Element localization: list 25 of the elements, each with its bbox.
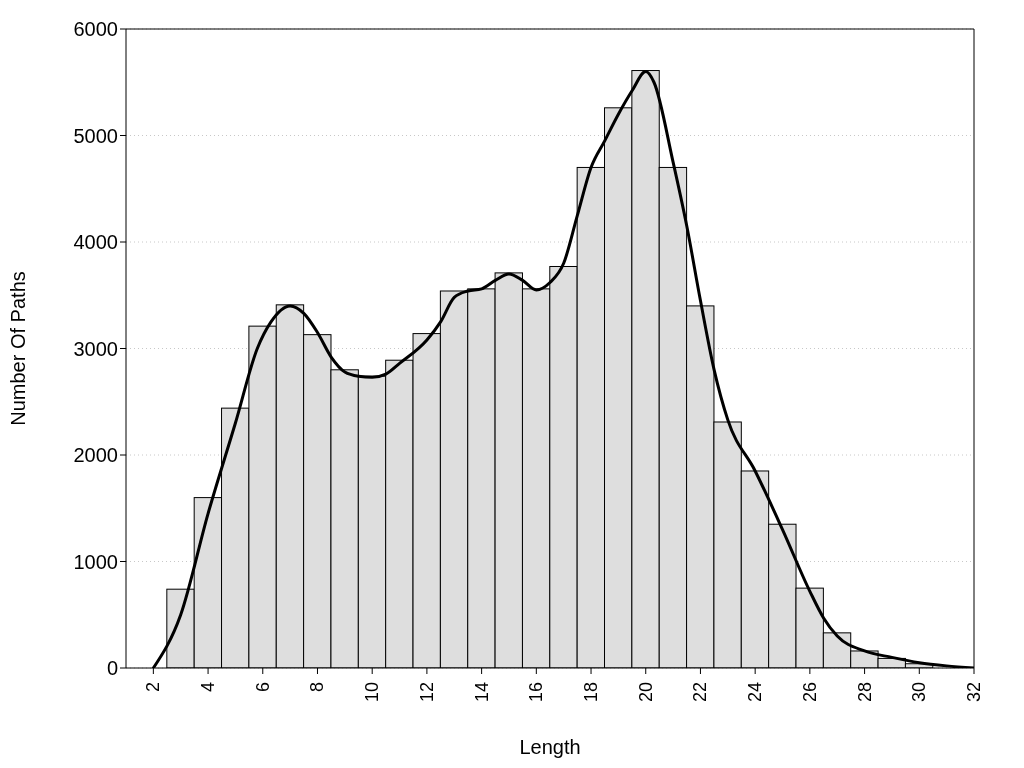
x-tick-label: 22 [690,682,711,703]
x-tick-label: 16 [526,682,547,703]
x-tick-label: 24 [745,682,766,703]
y-tick-label: 2000 [73,444,118,467]
y-tick-label: 1000 [73,550,118,573]
x-tick-label: 4 [198,682,219,693]
x-tick-label: 10 [362,682,383,703]
x-tick-label: 12 [416,682,437,703]
y-tick-label: 0 [106,657,118,680]
x-axis-title: Length [519,736,581,758]
x-tick-label: 32 [964,682,984,703]
x-tick-label: 18 [581,682,602,703]
y-tick-label: 4000 [73,231,118,254]
y-axis-title: Number Of Paths [7,271,30,426]
x-tick-label: 8 [307,682,328,693]
x-tick-label: 26 [799,682,820,703]
x-tick-label: 30 [909,682,930,703]
x-tick-label: 14 [471,682,492,703]
x-tick-label: 2 [143,682,164,693]
x-tick-label: 20 [635,682,656,703]
y-tick-label: 6000 [73,18,118,41]
y-tick-label: 3000 [73,337,118,360]
x-tick-label: 6 [252,682,273,693]
y-tick-label: 5000 [73,124,118,147]
x-tick-label: 28 [854,682,875,703]
